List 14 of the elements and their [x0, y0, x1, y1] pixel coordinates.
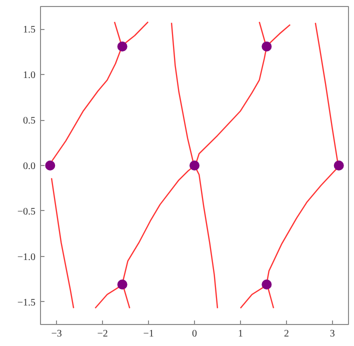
y-tick-label: −0.5: [17, 206, 36, 218]
x-tick-label: −3: [51, 328, 62, 340]
x-tick-label: 1: [238, 328, 243, 340]
y-tick-label: 0.0: [23, 161, 36, 172]
y-tick-label: 1.5: [23, 24, 36, 36]
y-tick-label: −1.5: [17, 297, 36, 308]
y-tick-label: −1.0: [17, 252, 36, 263]
x-tick-label: 2: [284, 328, 289, 340]
y-tick-label: 0.5: [23, 116, 36, 127]
x-tick-label: 3: [330, 328, 335, 340]
x-tick-label: −2: [97, 328, 108, 340]
y-tick-label: 1.0: [23, 70, 36, 82]
x-tick-label: −1: [143, 328, 154, 340]
x-tick-label: 0: [192, 328, 197, 340]
